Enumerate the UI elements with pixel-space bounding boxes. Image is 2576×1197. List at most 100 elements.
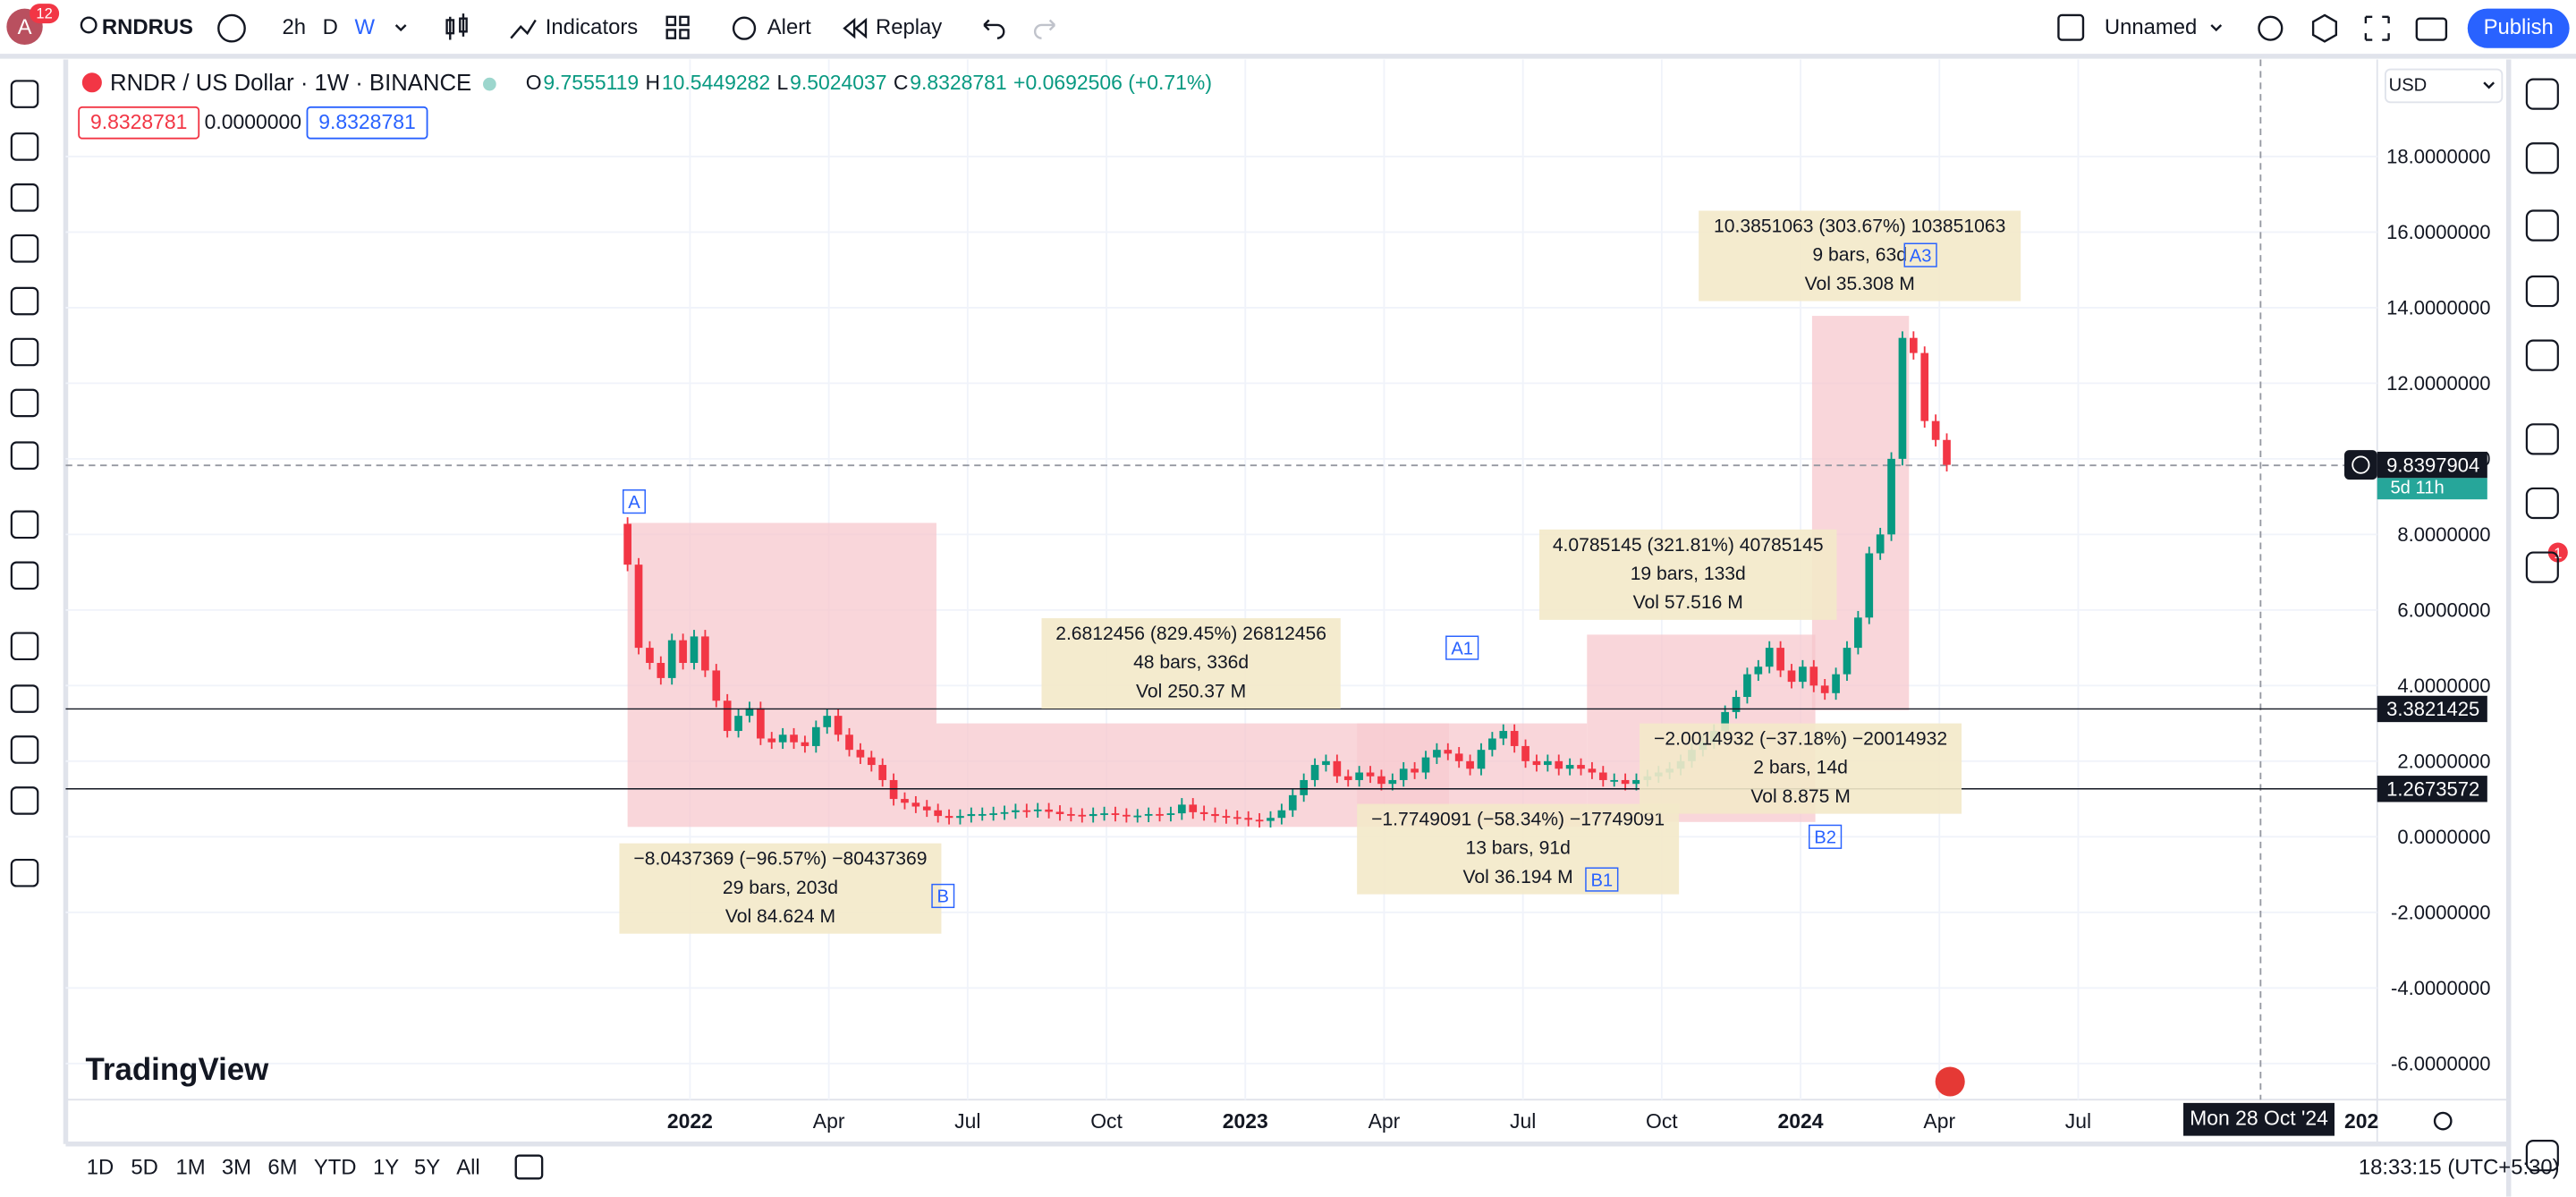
tool-icon[interactable]: [10, 786, 39, 815]
candle: [1466, 760, 1474, 769]
candle: [1843, 648, 1852, 675]
search-icon[interactable]: [80, 16, 97, 34]
candle: [679, 640, 687, 663]
tool-icon[interactable]: [10, 632, 39, 661]
tool-icon[interactable]: [10, 132, 39, 161]
candle: [1288, 794, 1297, 811]
tool-icon[interactable]: [10, 80, 39, 108]
tool-icon[interactable]: [10, 183, 39, 212]
candle: [1045, 809, 1053, 812]
interval[interactable]: D: [323, 15, 338, 39]
range-button[interactable]: 5Y: [414, 1156, 440, 1180]
measure-label-box: [1041, 618, 1341, 709]
indicators[interactable]: Indicators: [546, 15, 639, 39]
chevron[interactable]: [2210, 24, 2223, 32]
settings[interactable]: [2311, 13, 2338, 43]
layout-checkbox[interactable]: [2057, 13, 2085, 41]
badge: [2547, 542, 2568, 563]
ohlc-value: 9.7555119: [543, 71, 639, 94]
tool-icon[interactable]: [10, 233, 39, 263]
indicators-icon[interactable]: [510, 19, 537, 39]
replay[interactable]: Replay: [876, 15, 942, 39]
chevron[interactable]: [394, 24, 407, 32]
range-button[interactable]: 5D: [131, 1156, 158, 1180]
currency-select[interactable]: [2385, 68, 2504, 104]
chart-type-icon[interactable]: [445, 13, 468, 40]
price-input[interactable]: 9.8328781: [90, 110, 187, 133]
tool-icon[interactable]: [10, 561, 39, 590]
currency[interactable]: USD: [2389, 75, 2428, 95]
add-alert[interactable]: [2351, 455, 2370, 474]
range-button[interactable]: All: [456, 1156, 480, 1180]
range-button[interactable]: 1D: [87, 1156, 114, 1180]
add-symbol[interactable]: [217, 13, 246, 43]
side-icon[interactable]: [2525, 339, 2559, 371]
side-icon[interactable]: [2525, 487, 2559, 520]
alert[interactable]: Alert: [767, 15, 811, 39]
axis-settings[interactable]: [2433, 1111, 2453, 1131]
side-icon[interactable]: [2525, 142, 2559, 174]
tool-icon[interactable]: [10, 858, 39, 887]
candle: [1577, 765, 1585, 769]
candle: [956, 816, 964, 819]
tool-icon[interactable]: [10, 684, 39, 713]
quick-search[interactable]: [2258, 15, 2284, 41]
tool-icon[interactable]: [10, 286, 39, 316]
candle: [1621, 779, 1630, 785]
candle: [1255, 819, 1264, 822]
side-icon[interactable]: [2525, 209, 2559, 242]
price-tag: [2377, 776, 2487, 802]
legend-change: +0.0692506 (+0.71%): [1013, 71, 1212, 94]
publish-button[interactable]: [2467, 8, 2570, 48]
redo[interactable]: [1034, 19, 1056, 39]
candle: [1943, 439, 1951, 465]
price-tag[interactable]: [2344, 450, 2377, 480]
measure-text: Vol 8.875 M: [1750, 786, 1850, 807]
tool-icon[interactable]: [10, 510, 39, 539]
measure-text: 4.0785145 (321.81%) 40785145: [1553, 535, 1824, 556]
price-label: 18.0000000: [2386, 146, 2490, 168]
tool-icon[interactable]: [10, 735, 39, 764]
candle: [712, 670, 721, 701]
input-box[interactable]: [78, 106, 200, 140]
candle: [657, 663, 665, 678]
chevron[interactable]: [2483, 81, 2496, 89]
candle: [1100, 813, 1108, 815]
price-tag: [2377, 695, 2487, 723]
range-button[interactable]: YTD: [314, 1156, 357, 1180]
range-button[interactable]: 1Y: [373, 1156, 399, 1180]
publish[interactable]: Publish: [2484, 15, 2554, 39]
undo[interactable]: [983, 19, 1005, 39]
candle: [1598, 772, 1607, 780]
interval[interactable]: W: [354, 15, 375, 39]
calendar[interactable]: [514, 1154, 544, 1180]
replay-icon[interactable]: [843, 17, 868, 39]
side-icon[interactable]: [2525, 551, 2559, 583]
tool-icon[interactable]: [10, 441, 39, 470]
point-tag-box: [1585, 867, 1619, 892]
candle: [1910, 337, 1918, 353]
event-flag[interactable]: [1935, 1066, 1965, 1097]
side-icon[interactable]: [2525, 275, 2559, 308]
fullscreen[interactable]: [2364, 15, 2390, 41]
symbol[interactable]: RNDRUS: [102, 15, 193, 39]
templates-icon[interactable]: [665, 15, 690, 39]
tool-icon[interactable]: [10, 337, 39, 367]
side-icon[interactable]: [2525, 423, 2559, 455]
tool-icon[interactable]: [10, 388, 39, 418]
alert-icon[interactable]: [732, 16, 757, 40]
side-icon[interactable]: [2525, 78, 2559, 110]
side-icon[interactable]: [2525, 1140, 2559, 1172]
candle: [989, 813, 997, 815]
price-input[interactable]: 9.8328781: [318, 110, 415, 133]
interval[interactable]: 2h: [283, 15, 307, 39]
range-button[interactable]: 1M: [175, 1156, 205, 1180]
range-button[interactable]: 3M: [222, 1156, 251, 1180]
candle: [1499, 731, 1508, 739]
price-input[interactable]: 0.0000000: [205, 110, 301, 133]
screenshot[interactable]: [2415, 17, 2448, 41]
layout-name[interactable]: Unnamed: [2105, 15, 2197, 39]
range-button[interactable]: 6M: [267, 1156, 297, 1180]
input-box[interactable]: [306, 106, 428, 140]
